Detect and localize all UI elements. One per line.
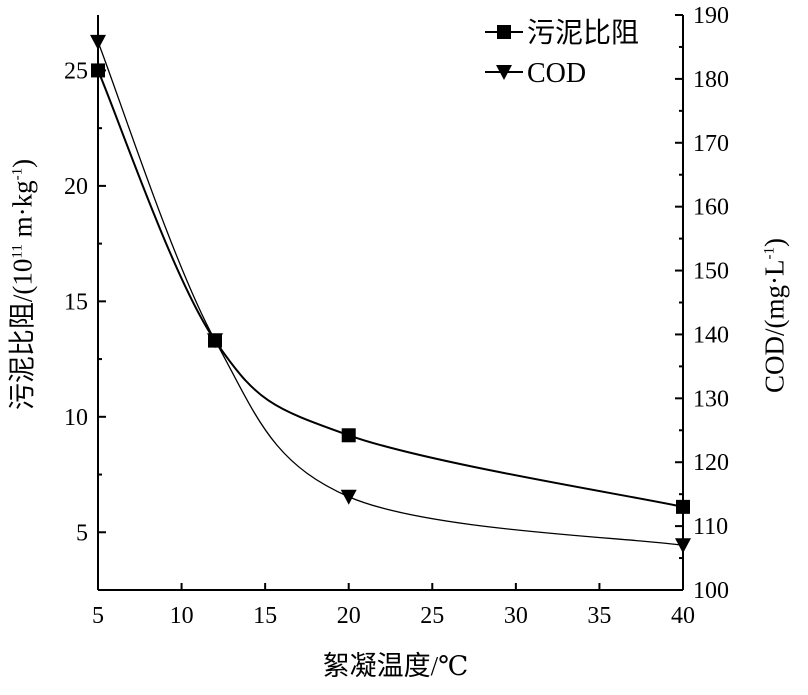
x-tick-label: 40 bbox=[671, 603, 695, 629]
x-tick-label: 25 bbox=[420, 603, 444, 629]
x-tick-label: 5 bbox=[92, 603, 104, 629]
y-right-tick-label: 170 bbox=[693, 131, 729, 157]
y-right-tick-label: 120 bbox=[693, 450, 729, 476]
x-tick-label: 15 bbox=[253, 603, 277, 629]
y-left-tick-label: 15 bbox=[64, 289, 88, 315]
y-right-tick-label: 150 bbox=[693, 259, 729, 285]
x-axis-label: 絮凝温度/℃ bbox=[323, 651, 469, 681]
x-tick-label: 30 bbox=[504, 603, 528, 629]
y-left-label-sup1: 11 bbox=[9, 244, 26, 259]
series-line-cod bbox=[97, 41, 684, 546]
y-right-label-end: ) bbox=[759, 238, 790, 248]
y-left-tick-label: 20 bbox=[64, 174, 88, 200]
y-axis-right-label: COD/(mg·L-1) bbox=[760, 196, 791, 436]
y-left-tick-label: 25 bbox=[64, 58, 88, 84]
square-marker bbox=[91, 63, 105, 78]
y-left-tick-label: 10 bbox=[64, 405, 88, 431]
y-left-label-mid: m·kg bbox=[7, 180, 38, 245]
y-axis-left-label: 污泥比阻/(1011 m·kg-1) bbox=[1, 115, 40, 455]
y-right-tick-label: 160 bbox=[693, 195, 729, 221]
y-left-label-main: 污泥比阻/(10 bbox=[7, 258, 38, 411]
y-right-label-sup: -1 bbox=[761, 247, 778, 260]
legend-triangle-marker bbox=[496, 65, 512, 80]
legend-label: COD bbox=[527, 58, 586, 89]
triangle-marker bbox=[340, 489, 357, 505]
y-left-tick-label: 5 bbox=[76, 520, 88, 546]
triangle-marker bbox=[207, 333, 223, 349]
triangle-marker bbox=[675, 538, 691, 554]
x-tick-label: 35 bbox=[587, 603, 611, 629]
x-tick-label: 10 bbox=[170, 603, 194, 629]
x-tick-label: 20 bbox=[337, 603, 361, 629]
triangle-marker bbox=[90, 34, 106, 50]
y-left-label-end: ) bbox=[7, 158, 38, 168]
y-right-label-main: COD/(mg·L bbox=[759, 259, 790, 393]
legend-square-marker bbox=[497, 25, 511, 39]
series-line-sludge bbox=[97, 70, 684, 508]
y-right-tick-label: 190 bbox=[693, 3, 729, 29]
y-left-label-sup2: -1 bbox=[9, 167, 26, 181]
square-marker bbox=[341, 428, 356, 443]
legend-label: 污泥比阻 bbox=[527, 17, 639, 49]
y-right-tick-label: 140 bbox=[693, 322, 729, 348]
y-right-tick-label: 100 bbox=[693, 578, 729, 604]
y-right-tick-label: 130 bbox=[693, 386, 729, 412]
y-right-tick-label: 110 bbox=[693, 514, 728, 540]
square-marker bbox=[676, 499, 690, 514]
y-right-tick-label: 180 bbox=[693, 67, 729, 93]
